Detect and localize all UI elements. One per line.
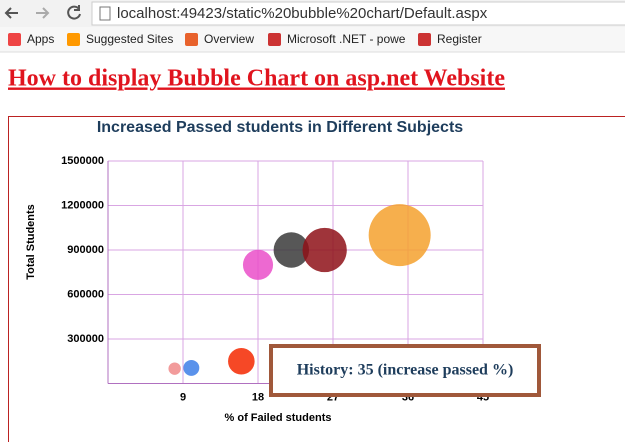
bookmark-icon	[268, 33, 281, 46]
bookmark[interactable]: Suggested Sites	[86, 32, 173, 46]
tooltip: History: 35 (increase passed %)	[297, 362, 514, 379]
chart-title: Increased Passed students in Different S…	[97, 119, 463, 136]
bubble	[303, 228, 347, 272]
bookmark[interactable]: Register	[437, 32, 482, 46]
y-tick-label: 900000	[67, 244, 104, 256]
x-axis-title: % of Failed students	[225, 412, 332, 424]
bubble	[243, 250, 273, 280]
y-tick-label: 600000	[67, 288, 104, 300]
x-tick-label: 9	[180, 391, 186, 403]
url: localhost:49423/static%20bubble%20chart/…	[117, 5, 488, 22]
page-heading: How to display Bubble Chart on asp.net W…	[8, 66, 505, 92]
bookmark-icon	[67, 33, 80, 46]
bubble	[228, 348, 255, 375]
x-tick-label: 18	[252, 391, 264, 403]
bubble	[168, 362, 180, 374]
y-tick-label: 1200000	[61, 199, 104, 211]
bookmark[interactable]: Overview	[204, 32, 254, 46]
bookmark[interactable]: Apps	[27, 32, 54, 46]
bookmark-icon	[418, 33, 431, 46]
bookmark-icon	[8, 33, 21, 46]
y-axis-title: Total Students	[25, 204, 37, 280]
bubble	[183, 360, 199, 376]
bubble	[369, 204, 431, 266]
bookmark[interactable]: Microsoft .NET - powe	[287, 32, 406, 46]
y-tick-label: 300000	[67, 333, 104, 345]
y-tick-label: 1500000	[61, 155, 104, 167]
bookmark-icon	[185, 33, 198, 46]
